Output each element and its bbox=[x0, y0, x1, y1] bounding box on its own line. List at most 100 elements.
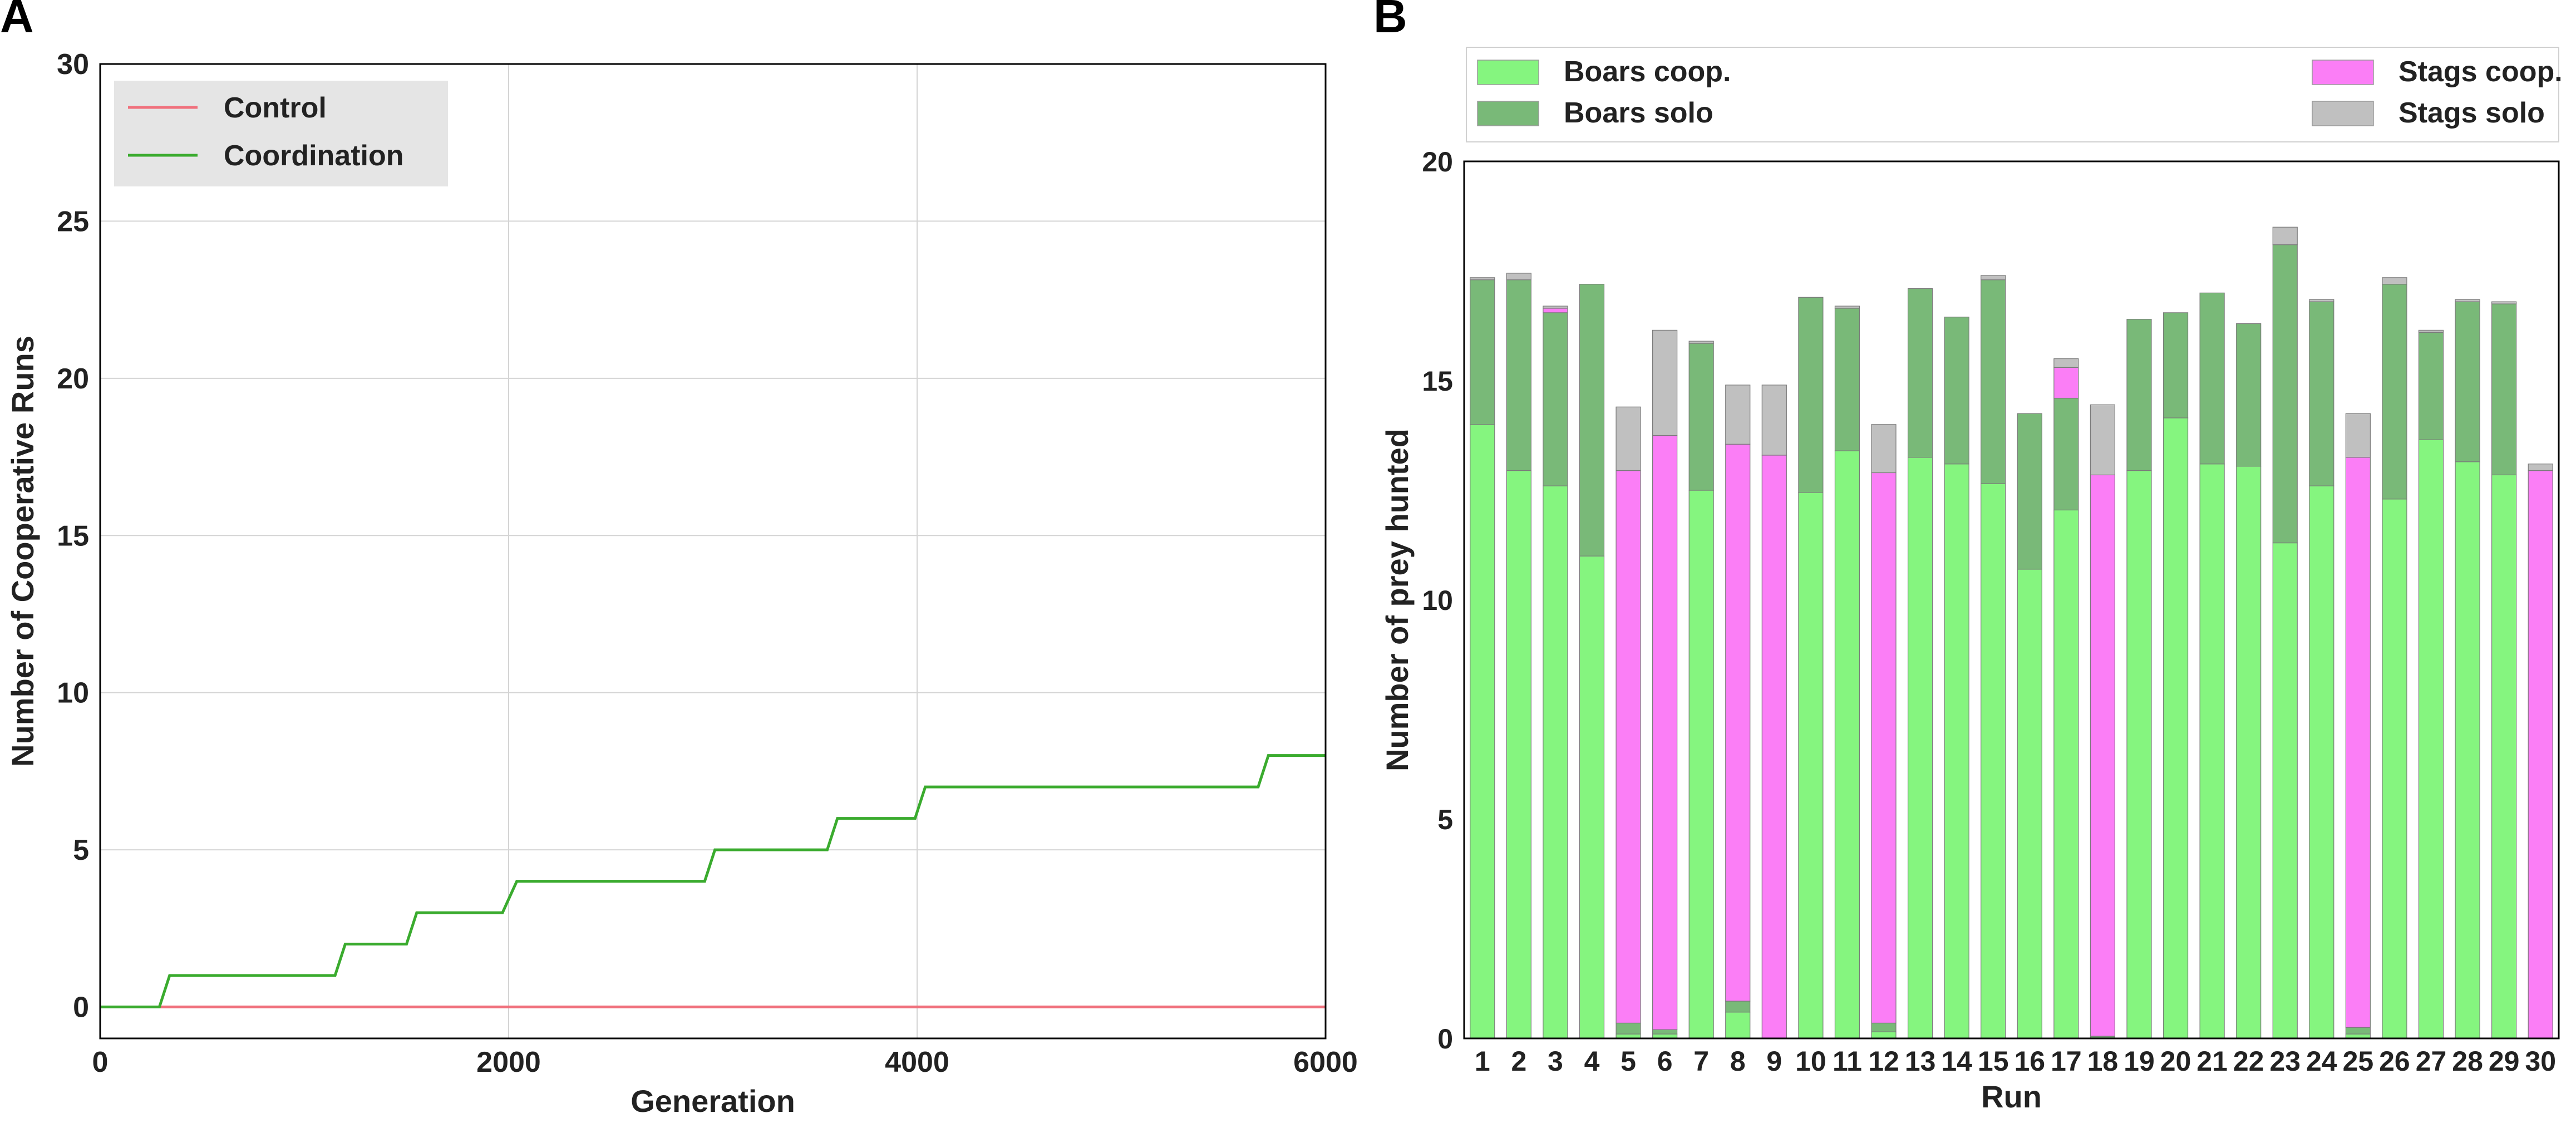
bar-boars-coop--run-15 bbox=[1981, 483, 2006, 1039]
chart-a-y-tick-label: 30 bbox=[57, 48, 89, 81]
bar-boars-coop--run-26 bbox=[2382, 499, 2407, 1039]
chart-b-x-tick-label: 10 bbox=[1795, 1046, 1826, 1077]
bar-boars-coop--run-8 bbox=[1725, 1012, 1751, 1039]
bar-stags-coop--run-25 bbox=[2345, 457, 2371, 1028]
chart-b-y-tick-label: 5 bbox=[1437, 804, 1453, 835]
chart-b-x-tick-label: 15 bbox=[1978, 1046, 2009, 1077]
chart-b-legend-label-stags-coop-: Stags coop. bbox=[2398, 56, 2563, 88]
chart-a-y-tick-label: 25 bbox=[57, 205, 89, 238]
bar-stags-solo-run-18 bbox=[2090, 404, 2116, 476]
bar-stags-solo-run-11 bbox=[1834, 306, 1860, 309]
bar-boars-solo-run-16 bbox=[2017, 413, 2042, 570]
chart-b-x-tick-label: 17 bbox=[2051, 1046, 2082, 1077]
chart-b-x-tick-label: 26 bbox=[2379, 1046, 2410, 1077]
bar-boars-solo-run-19 bbox=[2126, 319, 2152, 471]
chart-a-legend-box bbox=[114, 81, 448, 186]
bar-stags-coop--run-12 bbox=[1871, 472, 1897, 1024]
chart-b-x-axis-label: Run bbox=[1981, 1079, 2042, 1114]
bar-boars-solo-run-12 bbox=[1871, 1022, 1897, 1032]
chart-b-tick-labels: 1 2 3 4 5 6 7 8 9 10 11 12 13 14 15 16 17 18 19 20 21 22 23 24 2… bbox=[1422, 146, 2556, 1077]
bar-stags-solo-run-26 bbox=[2382, 277, 2407, 285]
chart-b-x-tick-label: 4 bbox=[1584, 1046, 1600, 1077]
bar-stags-solo-run-29 bbox=[2491, 301, 2517, 304]
bar-boars-solo-run-11 bbox=[1834, 308, 1860, 451]
chart-a-y-axis-label: Number of Cooperative Runs bbox=[5, 336, 40, 767]
chart-b-stacked-bar: 1 2 3 4 5 6 7 8 9 10 11 12 13 14 15 16 17 18 19 20 21 22 23 24 2… bbox=[1380, 47, 2563, 1114]
bar-boars-solo-run-28 bbox=[2455, 301, 2480, 462]
chart-a-tick-labels: 0 2000 4000 6000 0 5 10 15 20 25 30 bbox=[57, 48, 1358, 1078]
chart-b-x-tick-label: 6 bbox=[1657, 1046, 1673, 1077]
bar-boars-coop--run-13 bbox=[1907, 457, 1933, 1039]
chart-b-x-tick-label: 29 bbox=[2489, 1046, 2520, 1077]
bar-stags-solo-run-30 bbox=[2528, 464, 2553, 471]
chart-b-x-tick-label: 19 bbox=[2124, 1046, 2155, 1077]
chart-a-series-coordination bbox=[100, 754, 1326, 1009]
bar-boars-solo-run-6 bbox=[1652, 1029, 1678, 1035]
bar-stags-solo-run-3 bbox=[1543, 306, 1568, 309]
chart-a-y-tick-label: 10 bbox=[57, 677, 89, 710]
chart-b-x-tick-label: 30 bbox=[2525, 1046, 2556, 1077]
bar-boars-solo-run-2 bbox=[1506, 279, 1531, 471]
bar-boars-coop--run-1 bbox=[1470, 424, 1495, 1039]
chart-b-y-tick-label: 15 bbox=[1422, 366, 1453, 397]
chart-a-series bbox=[100, 754, 1326, 1009]
bar-stags-coop--run-18 bbox=[2090, 474, 2116, 1037]
chart-b-y-axis-label: Number of prey hunted bbox=[1380, 428, 1415, 771]
chart-b-legend-swatch-boars-coop- bbox=[1477, 60, 1539, 85]
chart-a-grid bbox=[100, 63, 1326, 1038]
chart-a-y-tick-label: 20 bbox=[57, 363, 89, 395]
bar-boars-coop--run-23 bbox=[2272, 542, 2298, 1039]
chart-a-x-axis-label: Generation bbox=[631, 1083, 795, 1119]
bar-boars-solo-run-5 bbox=[1615, 1022, 1641, 1035]
chart-a-legend-label-control: Control bbox=[224, 92, 327, 124]
bar-stags-solo-run-9 bbox=[1761, 385, 1787, 456]
chart-a-y-tick-label: 5 bbox=[73, 834, 89, 866]
chart-b-x-tick-label: 9 bbox=[1766, 1046, 1782, 1077]
bar-boars-coop--run-17 bbox=[2053, 509, 2079, 1039]
chart-b-x-tick-label: 11 bbox=[1833, 1046, 1862, 1077]
bar-boars-solo-run-29 bbox=[2491, 303, 2517, 476]
chart-b-x-tick-label: 7 bbox=[1693, 1046, 1709, 1077]
panel-letter-a: A bbox=[0, 0, 34, 42]
chart-a-y-tick-label: 15 bbox=[57, 520, 89, 552]
chart-b-x-tick-label: 25 bbox=[2343, 1046, 2374, 1077]
bar-stags-solo-run-24 bbox=[2309, 299, 2334, 302]
bar-stags-coop--run-6 bbox=[1652, 435, 1678, 1030]
chart-a-legend: Control Coordination bbox=[114, 81, 448, 186]
chart-b-y-tick-label: 0 bbox=[1437, 1023, 1453, 1055]
bar-stags-solo-run-5 bbox=[1615, 406, 1641, 471]
chart-b-legend-label-stags-solo: Stags solo bbox=[2398, 97, 2545, 129]
chart-b-legend-swatch-stags-solo bbox=[2312, 101, 2374, 126]
chart-b-plot-frame bbox=[1463, 160, 2560, 1040]
bar-boars-coop--run-7 bbox=[1688, 490, 1714, 1039]
chart-b-x-tick-label: 13 bbox=[1905, 1046, 1936, 1077]
bar-boars-solo-run-21 bbox=[2199, 292, 2225, 465]
bar-boars-solo-run-4 bbox=[1579, 284, 1605, 556]
panel-letter-b: B bbox=[1373, 0, 1407, 42]
chart-b-x-tick-label: 16 bbox=[2014, 1046, 2045, 1077]
chart-b-y-tick-label: 10 bbox=[1422, 585, 1453, 616]
chart-b-bars bbox=[1470, 226, 2553, 1039]
bar-stags-coop--run-17 bbox=[2053, 367, 2079, 399]
chart-a-legend-label-coordination: Coordination bbox=[224, 140, 404, 172]
bar-stags-solo-run-2 bbox=[1506, 273, 1531, 280]
chart-b-x-tick-label: 21 bbox=[2196, 1046, 2228, 1077]
chart-a-x-tick-label: 6000 bbox=[1293, 1046, 1358, 1078]
bar-stags-coop--run-3 bbox=[1543, 308, 1568, 313]
chart-b-x-tick-label: 23 bbox=[2269, 1046, 2301, 1077]
chart-b-x-tick-label: 27 bbox=[2416, 1046, 2447, 1077]
chart-b-legend-swatch-stags-coop- bbox=[2312, 60, 2374, 85]
chart-a-x-tick-label: 4000 bbox=[885, 1046, 949, 1078]
chart-b-y-tick-label: 20 bbox=[1422, 146, 1453, 178]
bar-boars-solo-run-14 bbox=[1944, 317, 1969, 465]
bar-stags-solo-run-27 bbox=[2418, 329, 2444, 333]
bar-boars-solo-run-1 bbox=[1470, 279, 1495, 425]
chart-b-x-tick-label: 24 bbox=[2306, 1046, 2337, 1077]
bar-boars-solo-run-13 bbox=[1907, 288, 1933, 458]
bar-boars-coop--run-3 bbox=[1543, 485, 1568, 1039]
chart-b-legend-box bbox=[1466, 47, 2559, 142]
chart-a-line-plot: 0 2000 4000 6000 0 5 10 15 20 25 30 Generation Num… bbox=[5, 48, 1358, 1119]
chart-b-x-tick-label: 2 bbox=[1511, 1046, 1526, 1077]
bar-boars-solo-run-23 bbox=[2272, 244, 2298, 544]
